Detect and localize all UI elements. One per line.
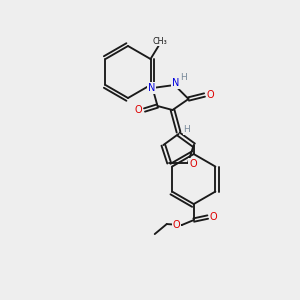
Text: H: H [183, 125, 190, 134]
Text: O: O [207, 90, 214, 100]
Text: O: O [135, 105, 142, 115]
Text: O: O [173, 220, 181, 230]
Text: O: O [210, 212, 218, 222]
Text: H: H [180, 73, 187, 82]
Text: N: N [172, 78, 179, 88]
Text: O: O [189, 159, 197, 169]
Text: CH₃: CH₃ [152, 37, 167, 46]
Text: N: N [148, 83, 155, 93]
